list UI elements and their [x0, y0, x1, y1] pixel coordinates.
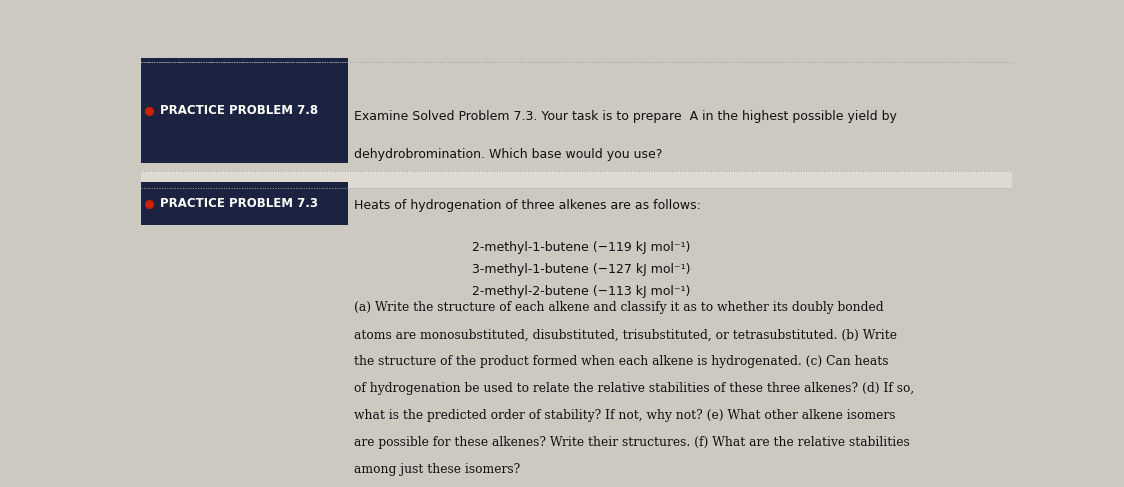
FancyBboxPatch shape [140, 170, 1012, 188]
Text: dehydrobromination. Which base would you use?: dehydrobromination. Which base would you… [354, 148, 662, 161]
Text: (a) Write the structure of each alkene and classify it as to whether its doubly : (a) Write the structure of each alkene a… [354, 301, 883, 314]
Text: 2-methyl-1-butene (−119 kJ mol⁻¹): 2-methyl-1-butene (−119 kJ mol⁻¹) [472, 242, 690, 254]
Text: what is the predicted order of stability? If not, why not? (e) What other alkene: what is the predicted order of stability… [354, 409, 896, 422]
Text: Heats of hydrogenation of three alkenes are as follows:: Heats of hydrogenation of three alkenes … [354, 199, 700, 211]
Text: of hydrogenation be used to relate the relative stabilities of these three alken: of hydrogenation be used to relate the r… [354, 382, 914, 395]
Text: among just these isomers?: among just these isomers? [354, 463, 520, 476]
Text: the structure of the product formed when each alkene is hydrogenated. (c) Can he: the structure of the product formed when… [354, 356, 888, 368]
Text: atoms are monosubstituted, disubstituted, trisubstituted, or tetrasubstituted. (: atoms are monosubstituted, disubstituted… [354, 328, 897, 341]
Text: are possible for these alkenes? Write their structures. (f) What are the relativ: are possible for these alkenes? Write th… [354, 436, 909, 450]
Text: 3-methyl-1-butene (−127 kJ mol⁻¹): 3-methyl-1-butene (−127 kJ mol⁻¹) [472, 263, 690, 276]
FancyBboxPatch shape [140, 58, 347, 164]
FancyBboxPatch shape [140, 182, 347, 225]
Text: 2-methyl-2-butene (−113 kJ mol⁻¹): 2-methyl-2-butene (−113 kJ mol⁻¹) [472, 285, 690, 298]
Text: PRACTICE PROBLEM 7.3: PRACTICE PROBLEM 7.3 [160, 197, 318, 210]
Text: PRACTICE PROBLEM 7.8: PRACTICE PROBLEM 7.8 [160, 104, 318, 117]
Text: Examine Solved Problem 7.3. Your task is to prepare  A in the highest possible y: Examine Solved Problem 7.3. Your task is… [354, 110, 897, 123]
